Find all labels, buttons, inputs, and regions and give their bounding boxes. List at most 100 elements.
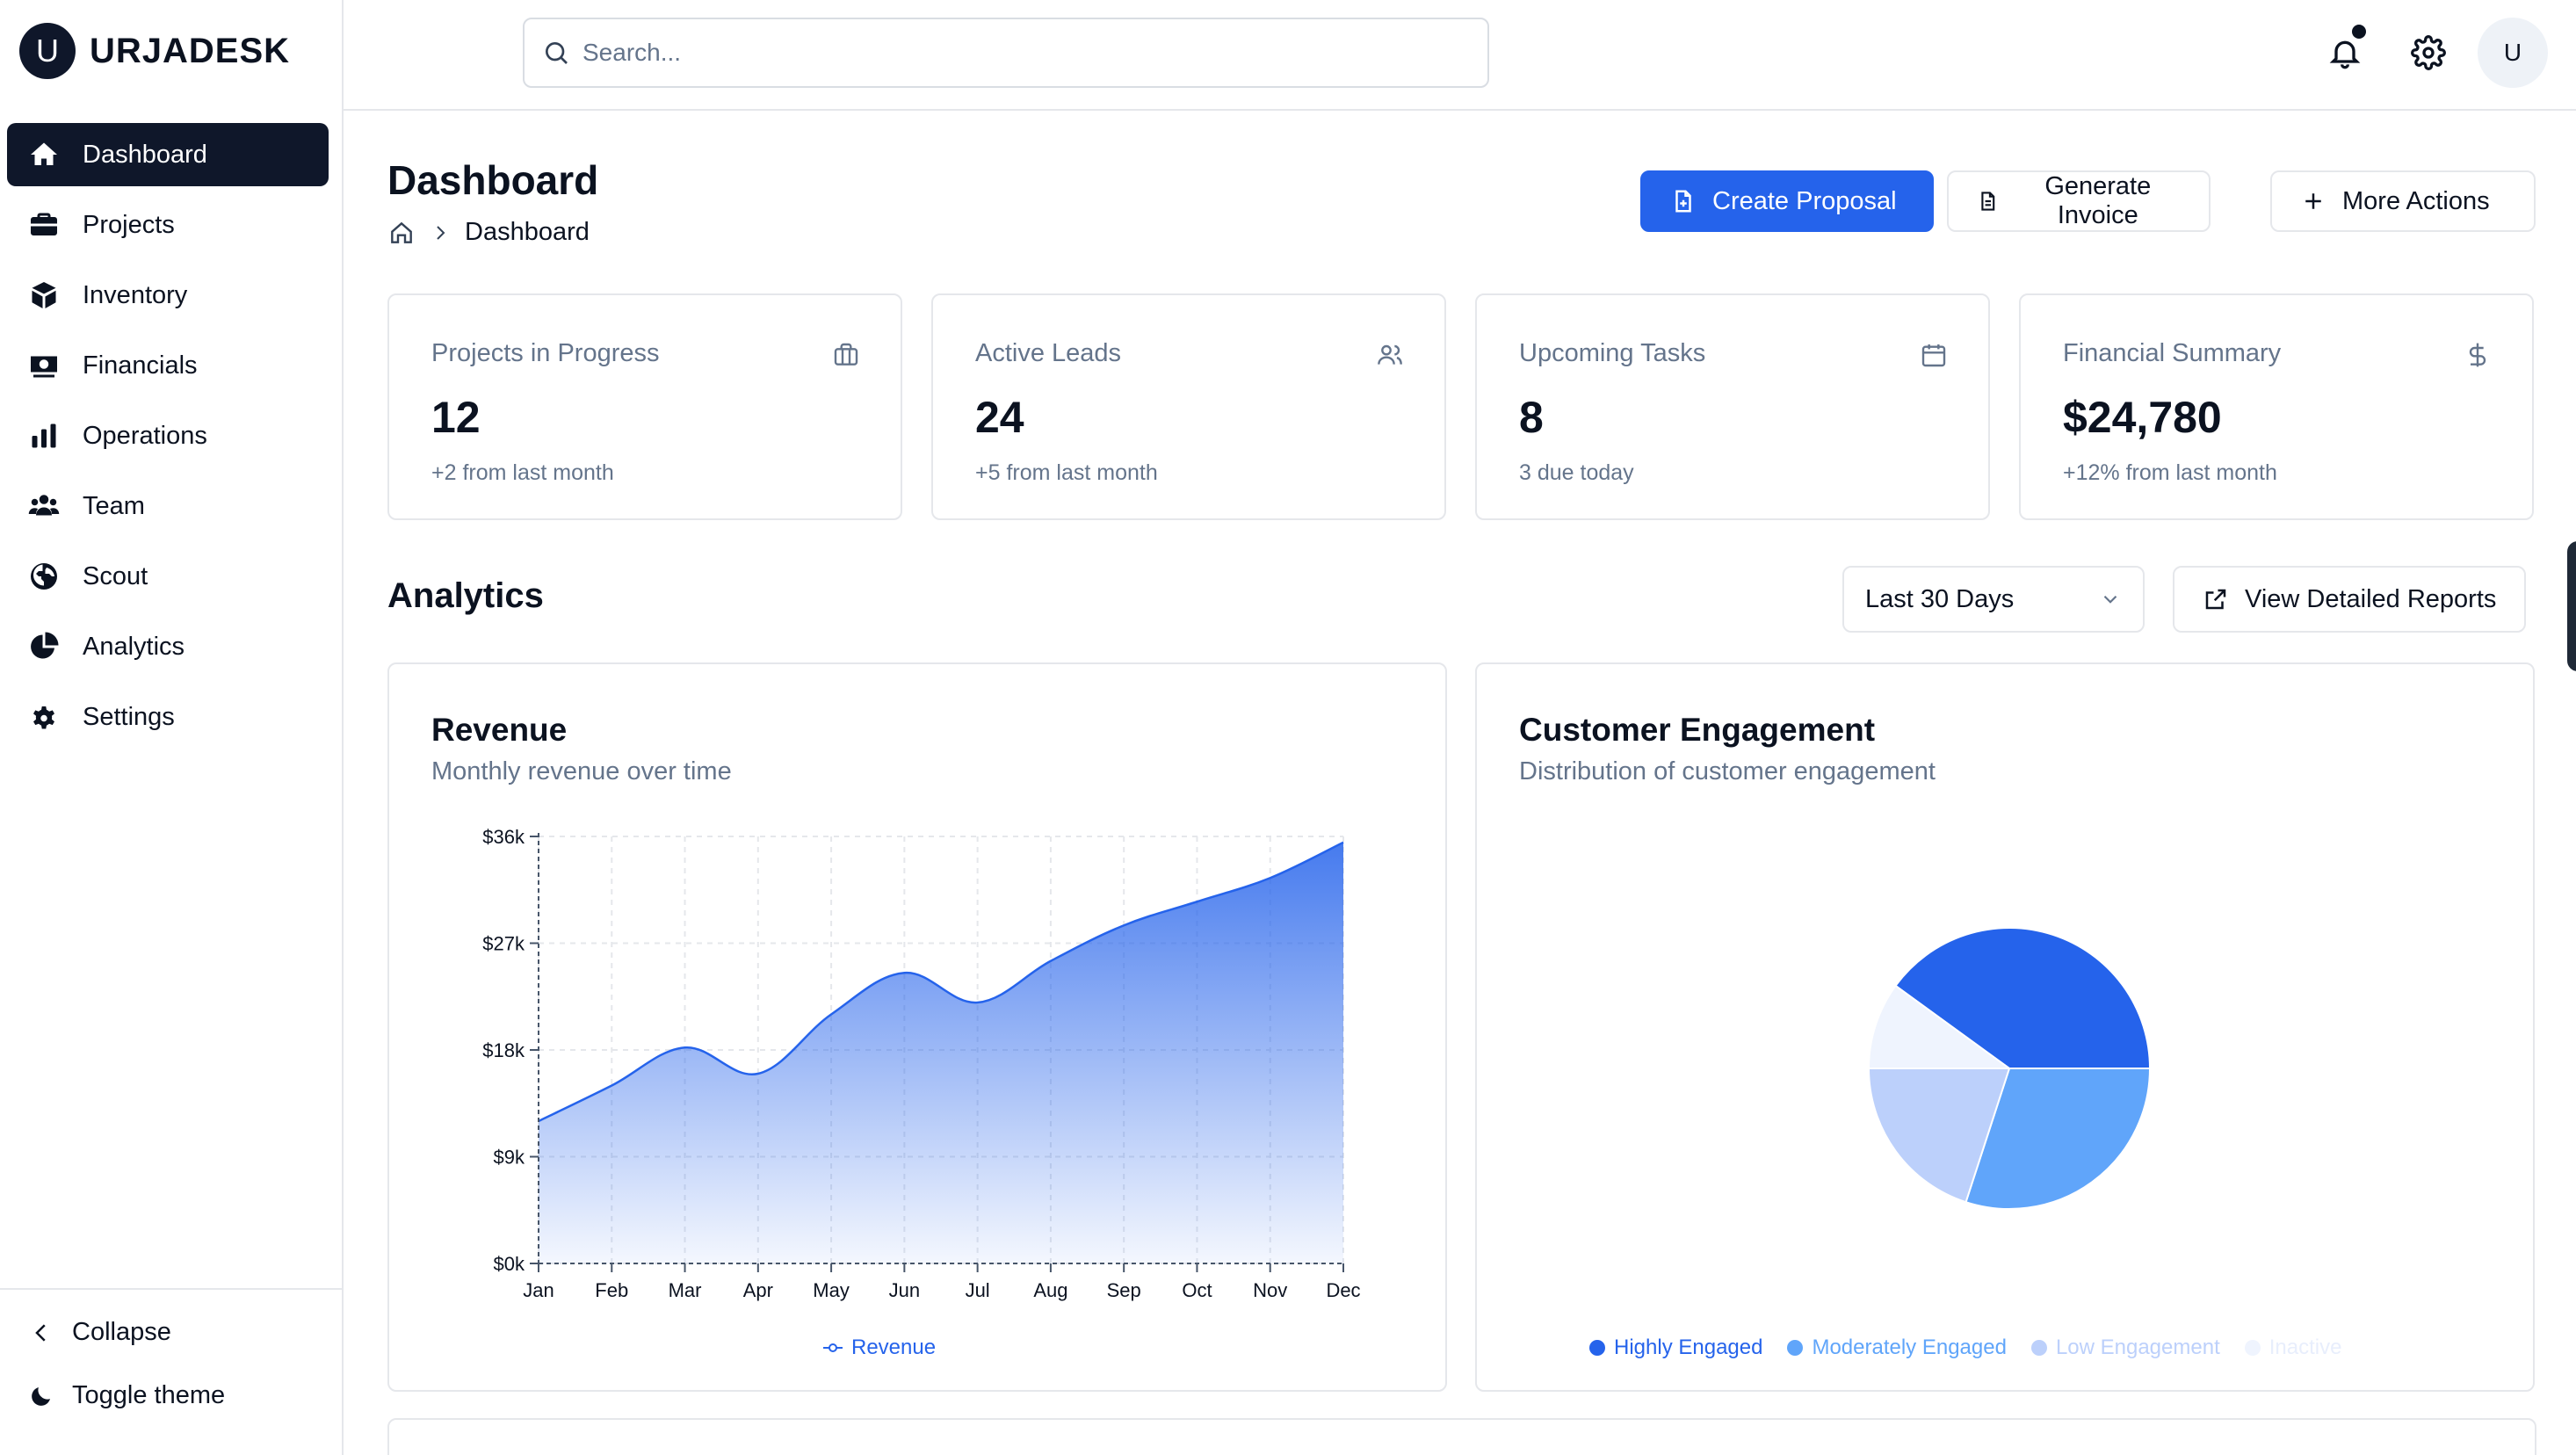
search-box[interactable]: [523, 18, 1489, 88]
stat-value: $24,780: [2063, 393, 2222, 442]
page-title: Dashboard: [387, 157, 599, 203]
sidebar-item-team[interactable]: Team: [7, 474, 329, 538]
pie-slice[interactable]: [1894, 927, 2152, 1069]
stat-sub: +12% from last month: [2063, 460, 2277, 485]
more-actions-button[interactable]: More Actions: [2270, 170, 2536, 232]
sidebar-item-projects[interactable]: Projects: [7, 193, 329, 257]
sidebar-item-dashboard[interactable]: Dashboard: [7, 123, 329, 186]
revenue-legend-label: Revenue: [851, 1336, 937, 1359]
x-tick-label: Sep: [1107, 1279, 1141, 1301]
x-tick-label: Jan: [523, 1279, 554, 1301]
x-tick-label: Mar: [669, 1279, 702, 1301]
avatar[interactable]: U: [2478, 18, 2548, 88]
x-tick-label: Nov: [1253, 1279, 1287, 1301]
search-icon: [546, 42, 568, 64]
engagement-legend: Highly Engaged Moderately Engaged Low En…: [1589, 1336, 2357, 1360]
users-icon: [28, 495, 60, 516]
sidebar-item-analytics[interactable]: Analytics: [7, 615, 329, 678]
settings-button[interactable]: [2400, 25, 2457, 81]
x-tick-label: Feb: [595, 1279, 628, 1301]
collapse-button[interactable]: Collapse: [28, 1318, 171, 1347]
legend-label: Highly Engaged: [1614, 1336, 1763, 1359]
chevron-left-icon: [35, 1323, 46, 1342]
legend-label: Low Engagement: [2055, 1336, 2220, 1359]
sidebar-item-settings[interactable]: Settings: [7, 685, 329, 749]
sidebar-item-label: Inventory: [83, 280, 188, 309]
next-section-card: [387, 1418, 2536, 1455]
main-content: Dashboard Dashboard Create Proposal Gene…: [344, 112, 2576, 1455]
engagement-subtitle: Distribution of customer engagement: [1519, 757, 1936, 785]
pie-slice[interactable]: [1867, 984, 2013, 1069]
date-range-value: Last 30 Days: [1865, 584, 2015, 613]
stat-card-leads: Active Leads 24 +5 from last month: [931, 293, 1446, 520]
briefcase-icon: [834, 343, 858, 366]
sidebar-item-label: Settings: [83, 702, 175, 731]
legend-item: Inactive: [2244, 1336, 2341, 1360]
revenue-area: [539, 842, 1343, 1263]
header-actions-3: More Actions: [2270, 170, 2536, 232]
revenue-chart: $0k $9k $18k $27k $36k Jan Feb Mar Apr May Jun Jul A…: [482, 826, 1360, 1301]
stat-card-financial: Financial Summary $24,780 +12% from last…: [2019, 293, 2534, 520]
revenue-card: Revenue Monthly revenue over time $0k $9k…: [387, 662, 1447, 1392]
create-proposal-button[interactable]: Create Proposal: [1640, 170, 1934, 232]
engagement-title: Customer Engagement: [1519, 712, 1876, 748]
x-tick-label: Aug: [1033, 1279, 1067, 1301]
stat-label: Upcoming Tasks: [1519, 339, 1706, 367]
pie-slice[interactable]: [1965, 1068, 2152, 1210]
brand-name: URJADESK: [90, 31, 291, 70]
view-reports-button[interactable]: View Detailed Reports: [2173, 566, 2527, 633]
more-actions-label: More Actions: [2342, 186, 2490, 215]
stat-value: 12: [431, 393, 481, 442]
sidebar-item-label: Financials: [83, 351, 198, 380]
sidebar-item-label: Projects: [83, 210, 175, 239]
header-actions: Create Proposal: [1640, 170, 1934, 232]
legend-item: Low Engagement: [2030, 1336, 2220, 1360]
legend-item: Moderately Engaged: [1787, 1336, 2007, 1360]
generate-invoice-button[interactable]: Generate Invoice: [1947, 170, 2211, 232]
plus-icon: [2305, 193, 2321, 209]
search-input[interactable]: [582, 39, 1461, 67]
revenue-title: Revenue: [431, 712, 568, 748]
sidebar: U URJADESK Dashboard Projects Inventory …: [0, 0, 344, 1455]
home-icon: [31, 142, 57, 165]
legend-dot: [2244, 1340, 2261, 1356]
notification-dot: [2352, 25, 2366, 39]
pie-slice[interactable]: [1867, 1068, 2011, 1204]
sidebar-item-scout[interactable]: Scout: [7, 545, 329, 608]
header-actions-2: Generate Invoice: [1947, 170, 2211, 232]
breadcrumb: Dashboard: [387, 218, 590, 247]
stat-sub: 3 due today: [1519, 460, 1634, 485]
x-tick-label: Jun: [889, 1279, 920, 1301]
sidebar-divider: [0, 1288, 342, 1290]
sidebar-item-inventory[interactable]: Inventory: [7, 264, 329, 327]
sidebar-item-financials[interactable]: Financials: [7, 334, 329, 397]
sidebar-item-operations[interactable]: Operations: [7, 404, 329, 467]
chevron-right-icon: [437, 225, 445, 240]
x-tick-label: May: [813, 1279, 850, 1301]
revenue-legend: Revenue: [823, 1336, 936, 1360]
globe-icon: [31, 563, 57, 590]
stat-card-projects: Projects in Progress 12 +2 from last mon…: [387, 293, 902, 520]
sidebar-item-label: Dashboard: [83, 140, 207, 169]
side-panel-handle[interactable]: [2567, 541, 2576, 671]
line-legend-icon: [823, 1343, 843, 1352]
bar-chart-icon: [32, 423, 56, 448]
stat-sub: +2 from last month: [431, 460, 614, 485]
legend-dot: [1787, 1340, 1804, 1356]
date-range-select[interactable]: Last 30 Days: [1842, 566, 2145, 633]
brand[interactable]: U URJADESK: [19, 21, 290, 81]
notifications-button[interactable]: [2317, 25, 2373, 81]
legend-item: Highly Engaged: [1589, 1336, 1762, 1360]
stat-label: Projects in Progress: [431, 339, 660, 367]
toggle-theme-button[interactable]: Toggle theme: [28, 1381, 225, 1410]
home-outline-icon[interactable]: [387, 219, 416, 247]
breadcrumb-current: Dashboard: [465, 218, 590, 246]
chevron-down-icon: [2103, 595, 2117, 604]
x-tick-label: Dec: [1326, 1279, 1360, 1301]
moon-icon: [32, 1386, 50, 1406]
pie-icon: [31, 632, 59, 659]
y-tick-label: $9k: [494, 1147, 525, 1169]
file-text-icon: [1981, 192, 1995, 211]
revenue-line: [538, 841, 1344, 1123]
external-link-icon: [2205, 589, 2226, 610]
